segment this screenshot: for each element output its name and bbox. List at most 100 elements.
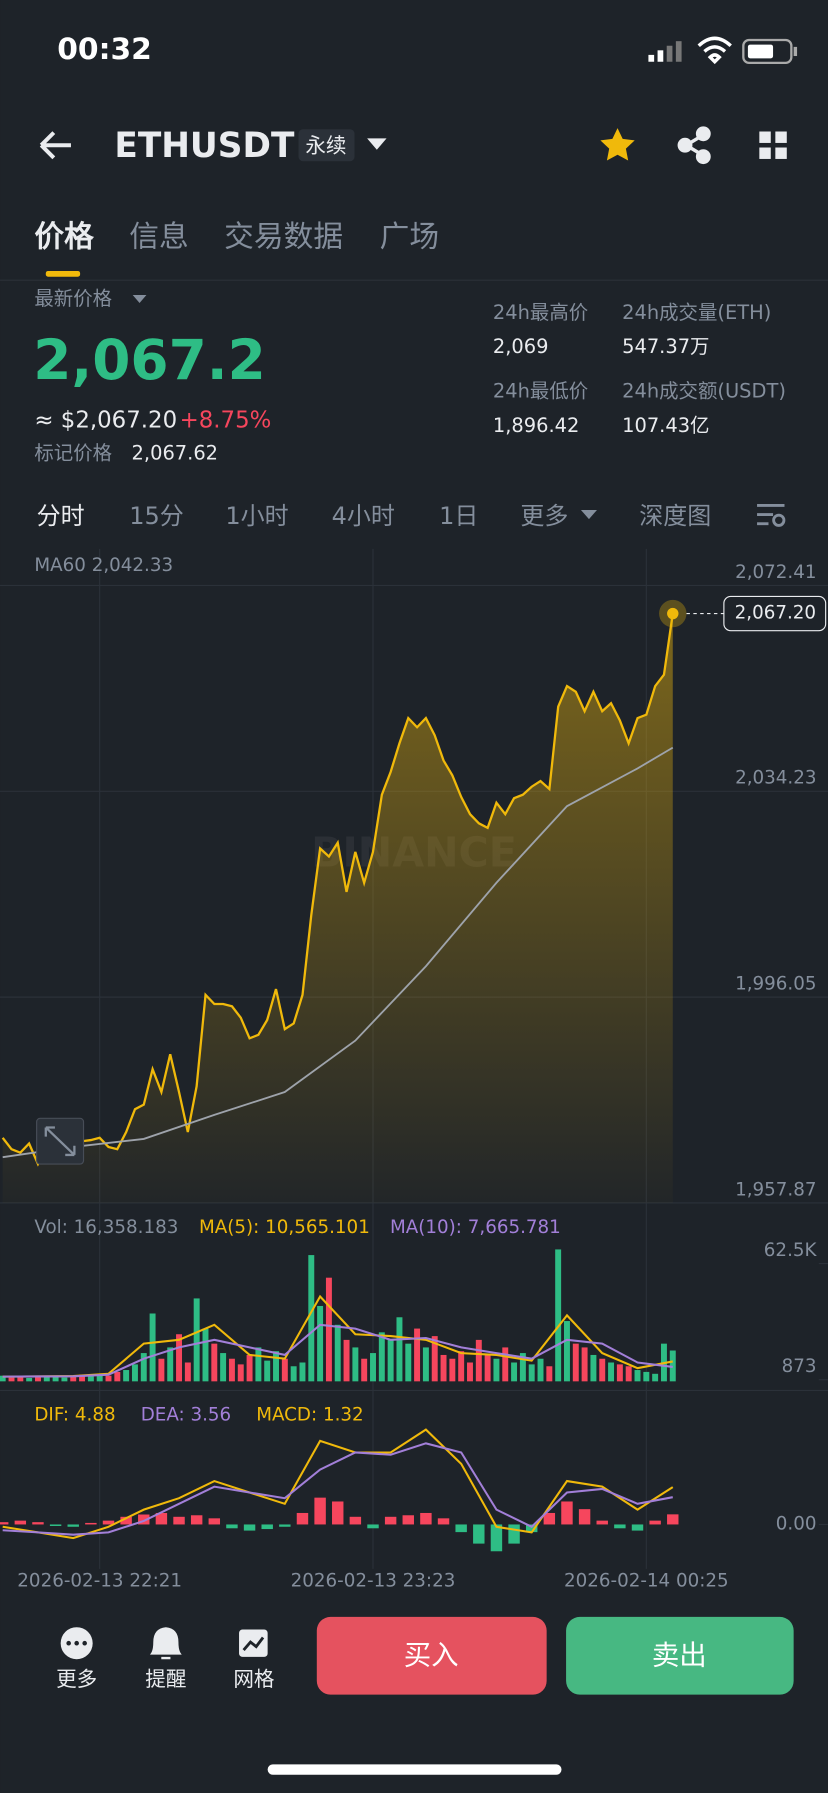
macd-bar bbox=[420, 1512, 432, 1525]
interval[interactable]: 1小时 bbox=[225, 502, 288, 530]
macd-bar bbox=[314, 1497, 326, 1525]
last-price-label: 最新价格 bbox=[34, 287, 112, 310]
volume-bar bbox=[555, 1249, 562, 1382]
volume-bar bbox=[167, 1347, 174, 1382]
volume-bar bbox=[590, 1354, 597, 1382]
sell-button[interactable] bbox=[566, 1616, 794, 1695]
stats: 24h最高价 2,069 24h成交量(ETH) 547.37万 24h最低价 1,896… bbox=[493, 301, 786, 437]
macd-bar bbox=[384, 1516, 397, 1525]
volume-bar bbox=[176, 1334, 183, 1382]
volume-bar bbox=[308, 1255, 315, 1382]
symbol-dropdown[interactable] bbox=[367, 138, 387, 150]
interval[interactable]: 深度图 bbox=[639, 502, 711, 530]
y-tick-label: 2,072.41 bbox=[735, 562, 816, 583]
action-label[interactable]: 提醒 bbox=[145, 1667, 186, 1691]
y-tick-label: 1,957.87 bbox=[735, 1179, 816, 1200]
volume-bar bbox=[643, 1371, 650, 1382]
symbol[interactable]: ETHUSDT bbox=[114, 126, 295, 166]
volume-bar bbox=[528, 1364, 535, 1382]
macd-bar bbox=[649, 1520, 661, 1525]
favorite[interactable] bbox=[600, 128, 635, 161]
volume-bar bbox=[299, 1362, 306, 1382]
indicator-line bbox=[2, 1442, 673, 1536]
volume-bar bbox=[34, 1377, 41, 1382]
intervals: 分时 15分 1小时 4小时 1日 更多 深度图 bbox=[37, 502, 712, 530]
volume-bar bbox=[193, 1298, 200, 1382]
volume-bar bbox=[17, 1376, 24, 1382]
volume-bar bbox=[634, 1370, 641, 1382]
volume-bar bbox=[440, 1354, 447, 1382]
macd-bar bbox=[226, 1524, 238, 1529]
contract-type: 永续 bbox=[305, 133, 346, 157]
volume-bar bbox=[405, 1343, 412, 1382]
tab[interactable]: 信息 bbox=[129, 219, 188, 254]
volume-bar bbox=[131, 1364, 138, 1382]
tab[interactable]: 交易数据 bbox=[224, 219, 343, 254]
volume-bar bbox=[87, 1376, 94, 1382]
volume-bar bbox=[352, 1347, 359, 1382]
interval[interactable]: 1日 bbox=[439, 502, 478, 530]
change: +8.75% bbox=[180, 407, 272, 433]
back-button[interactable] bbox=[39, 131, 71, 160]
interval[interactable]: 4小时 bbox=[332, 502, 395, 530]
volume-bar bbox=[26, 1377, 33, 1382]
tabs: 价格 信息 交易数据 广场 bbox=[34, 219, 439, 254]
volume-bar bbox=[502, 1347, 509, 1382]
buy-label[interactable]: 买入 bbox=[404, 1640, 459, 1671]
macd-bar bbox=[455, 1524, 467, 1533]
wifi bbox=[697, 36, 732, 65]
grid-icon[interactable] bbox=[239, 1629, 268, 1657]
stat-value: 1,896.42 bbox=[493, 414, 580, 437]
battery bbox=[742, 38, 798, 65]
sell-label[interactable]: 卖出 bbox=[652, 1640, 707, 1671]
expand-button[interactable] bbox=[36, 1117, 85, 1165]
volume-bar bbox=[220, 1353, 227, 1382]
more-icon[interactable] bbox=[60, 1627, 93, 1660]
interval[interactable]: 更多 bbox=[520, 502, 568, 530]
ma-line bbox=[2, 746, 674, 1159]
indicator-line bbox=[2, 1428, 674, 1540]
volume-bar bbox=[414, 1328, 421, 1382]
macd-legend: DEA: 3.56 bbox=[141, 1405, 232, 1426]
macd-bar bbox=[349, 1516, 362, 1525]
action-label[interactable]: 网格 bbox=[233, 1667, 275, 1691]
alert-icon[interactable] bbox=[150, 1627, 182, 1660]
volume-legend: MA(5): 10,565.101 bbox=[199, 1217, 370, 1238]
macd-bar bbox=[437, 1518, 450, 1525]
volume-bar bbox=[361, 1358, 368, 1382]
interval[interactable]: 15分 bbox=[129, 502, 184, 530]
volume-bar bbox=[546, 1366, 553, 1382]
interval[interactable]: 分时 bbox=[37, 502, 85, 530]
layout[interactable] bbox=[759, 131, 787, 159]
tab[interactable]: 价格 bbox=[34, 219, 94, 254]
chart-settings[interactable] bbox=[757, 503, 786, 527]
tab[interactable]: 广场 bbox=[380, 219, 439, 254]
x-tick-label: 2026-02-13 22:21 bbox=[17, 1570, 182, 1591]
volume-bar bbox=[511, 1362, 518, 1382]
more-dropdown[interactable] bbox=[580, 509, 597, 520]
volume-bar bbox=[70, 1376, 77, 1382]
volume-bar bbox=[184, 1362, 191, 1382]
buy-button[interactable] bbox=[316, 1616, 547, 1695]
macd-bar bbox=[173, 1516, 185, 1525]
stat-value: 547.37万 bbox=[622, 335, 709, 358]
macd-bar bbox=[578, 1509, 591, 1525]
action-label[interactable]: 更多 bbox=[56, 1667, 97, 1691]
volume-bar bbox=[273, 1351, 279, 1382]
home-indicator bbox=[267, 1764, 562, 1775]
macd-bar bbox=[490, 1524, 503, 1552]
stat-label: 24h成交量(ETH) bbox=[622, 301, 771, 324]
macd-bar bbox=[543, 1512, 556, 1525]
volume-bar bbox=[105, 1375, 112, 1382]
y-tick-label: 2,034.23 bbox=[735, 768, 816, 789]
charts: 2026-02-13 22:21 2026-02-13 23:23 2026-02-… bbox=[0, 548, 828, 1591]
macd-bar bbox=[67, 1524, 79, 1527]
indicator-line bbox=[2, 1294, 673, 1378]
volume-bar bbox=[563, 1321, 570, 1382]
stat-label: 24h最高价 bbox=[493, 301, 588, 324]
share[interactable] bbox=[677, 126, 711, 165]
volume-bar bbox=[608, 1362, 615, 1382]
last-dot bbox=[667, 607, 679, 620]
macd-bar bbox=[614, 1524, 626, 1529]
